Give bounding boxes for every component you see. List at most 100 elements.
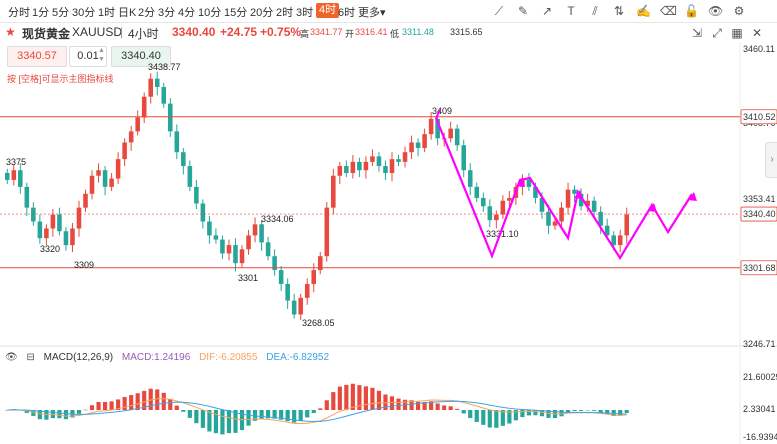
timeframe-2分[interactable]: 2分 xyxy=(138,7,156,19)
macd-histogram-bar xyxy=(187,410,192,418)
candle-body xyxy=(533,186,538,198)
macd-axis-top: 21.60029 xyxy=(743,372,777,382)
price-annotation: 3409 xyxy=(432,106,452,116)
macd-histogram-bar xyxy=(585,410,590,411)
candle-body xyxy=(572,189,577,194)
macd-histogram-bar xyxy=(429,401,434,410)
candle-body xyxy=(141,96,147,118)
projection-arrow-icon xyxy=(648,203,657,212)
candle-body xyxy=(487,206,493,221)
eye-icon[interactable]: 👁 xyxy=(708,4,724,18)
eye-icon[interactable]: 👁 xyxy=(5,352,18,363)
timeframe-4时[interactable]: 4时 xyxy=(316,3,340,18)
macd-histogram-bar xyxy=(442,405,447,410)
macd-histogram-bar xyxy=(592,410,597,411)
candle-body xyxy=(265,242,271,257)
macd-histogram-bar xyxy=(344,384,349,410)
timeframe-3时[interactable]: 3时 xyxy=(296,7,314,19)
timeframe-4分[interactable]: 4分 xyxy=(178,7,196,19)
timeframe-分时[interactable]: 分时 xyxy=(8,7,30,19)
candle-body xyxy=(363,161,369,171)
candle-body xyxy=(24,186,30,208)
timeframe-20分[interactable]: 20分 xyxy=(250,7,274,19)
macd-histogram-bar xyxy=(24,410,29,413)
stepper-up-icon[interactable]: ▲ xyxy=(98,47,105,54)
macd-histogram-bar xyxy=(168,398,173,410)
current-price: 3340.40 xyxy=(172,25,216,39)
macd-histogram-bar xyxy=(579,410,584,411)
hint-text: 按 [空格]可显示主图指标线 xyxy=(7,74,114,84)
macd-histogram-bar xyxy=(520,410,525,418)
macd-histogram-bar xyxy=(526,410,532,416)
candle-body xyxy=(161,86,167,104)
candle-body xyxy=(624,214,630,236)
candle-body xyxy=(598,211,603,226)
layout-icon[interactable]: ▦ xyxy=(731,26,743,40)
delete-icon[interactable]: ✕ xyxy=(751,26,763,40)
instrument-code: XAUUSD xyxy=(72,25,123,39)
candle-body xyxy=(148,78,154,97)
lock-icon[interactable]: 🔓 xyxy=(684,4,699,18)
buy-price-box[interactable]: 3340.40 xyxy=(111,46,171,67)
timeframe-1分[interactable]: 1分 xyxy=(32,7,50,19)
timeframe-日K[interactable]: 日K xyxy=(118,7,137,19)
macd-histogram-bar xyxy=(63,410,69,420)
expand-icon[interactable]: ⤢ xyxy=(712,26,722,40)
edit-icon[interactable]: ✍ xyxy=(636,4,651,18)
candle-body xyxy=(50,214,56,229)
text-icon[interactable]: T xyxy=(567,4,575,18)
collapse-icon[interactable]: ⊟ xyxy=(26,352,35,363)
sell-price-box[interactable]: 3340.57 xyxy=(7,46,67,67)
macd-histogram-bar xyxy=(513,410,518,421)
candle-body xyxy=(226,245,232,254)
candle-body xyxy=(174,131,180,153)
sort-icon[interactable]: ⇅ xyxy=(613,4,625,18)
macd-histogram-bar xyxy=(142,390,147,410)
close-value: 3315.65 xyxy=(450,27,483,37)
side-panel-toggle[interactable]: › xyxy=(765,142,777,178)
trend-line-icon[interactable]: ⟋ xyxy=(494,4,504,18)
settings-icon[interactable]: ⚙ xyxy=(733,4,745,18)
candle-body xyxy=(370,156,375,162)
candle-body xyxy=(350,161,356,173)
candle-body xyxy=(304,283,310,298)
timeframe-1时[interactable]: 1时 xyxy=(98,7,116,19)
macd-histogram-bar xyxy=(37,410,42,420)
candle-body xyxy=(480,197,486,207)
quantity-input[interactable]: 0.01 xyxy=(69,46,107,67)
period-select[interactable]: 4小时 xyxy=(128,27,159,41)
candle-body xyxy=(31,207,36,222)
timeframe-6时[interactable]: 6时 xyxy=(338,7,356,19)
timeframe-5分[interactable]: 5分 xyxy=(52,7,70,19)
macd-histogram-bar xyxy=(109,401,114,410)
macd-histogram-bar xyxy=(461,410,466,414)
timeframe-10分[interactable]: 10分 xyxy=(198,7,222,19)
high-value: 3341.77 xyxy=(310,27,343,37)
instrument-name: 现货黄金 xyxy=(22,27,71,41)
dea-value: DEA:-6.82952 xyxy=(266,352,330,363)
macd-histogram-bar xyxy=(194,410,199,424)
timeframe-15分[interactable]: 15分 xyxy=(224,7,248,19)
candle-body xyxy=(311,270,317,284)
axis-label-bottom: 3246.71 xyxy=(743,339,776,349)
timeframe-更多[interactable]: 更多▾ xyxy=(358,7,386,19)
timeframe-3分[interactable]: 3分 xyxy=(158,7,176,19)
macd-histogram-bar xyxy=(50,410,55,419)
eraser-icon[interactable]: ⌫ xyxy=(660,4,677,18)
macd-axis-mid: 2.33041 xyxy=(743,404,776,414)
macd-histogram-bar xyxy=(350,383,355,410)
timeframe-30分[interactable]: 30分 xyxy=(72,7,96,19)
candle-body xyxy=(448,128,453,139)
axis-label-current: 3340.40 xyxy=(743,209,776,219)
fit-icon[interactable]: ⇲ xyxy=(691,26,703,40)
stepper-down-icon[interactable]: ▼ xyxy=(98,56,105,63)
star-icon[interactable]: ★ xyxy=(5,25,16,39)
candle-body xyxy=(207,221,212,236)
pencil-icon[interactable]: ✎ xyxy=(517,4,529,18)
ray-icon[interactable]: ↗ xyxy=(541,4,553,18)
parallel-lines-icon[interactable]: ⫽ xyxy=(592,4,598,18)
candle-body xyxy=(526,179,532,187)
timeframe-2时[interactable]: 2时 xyxy=(276,7,294,19)
candle-body xyxy=(18,170,23,187)
